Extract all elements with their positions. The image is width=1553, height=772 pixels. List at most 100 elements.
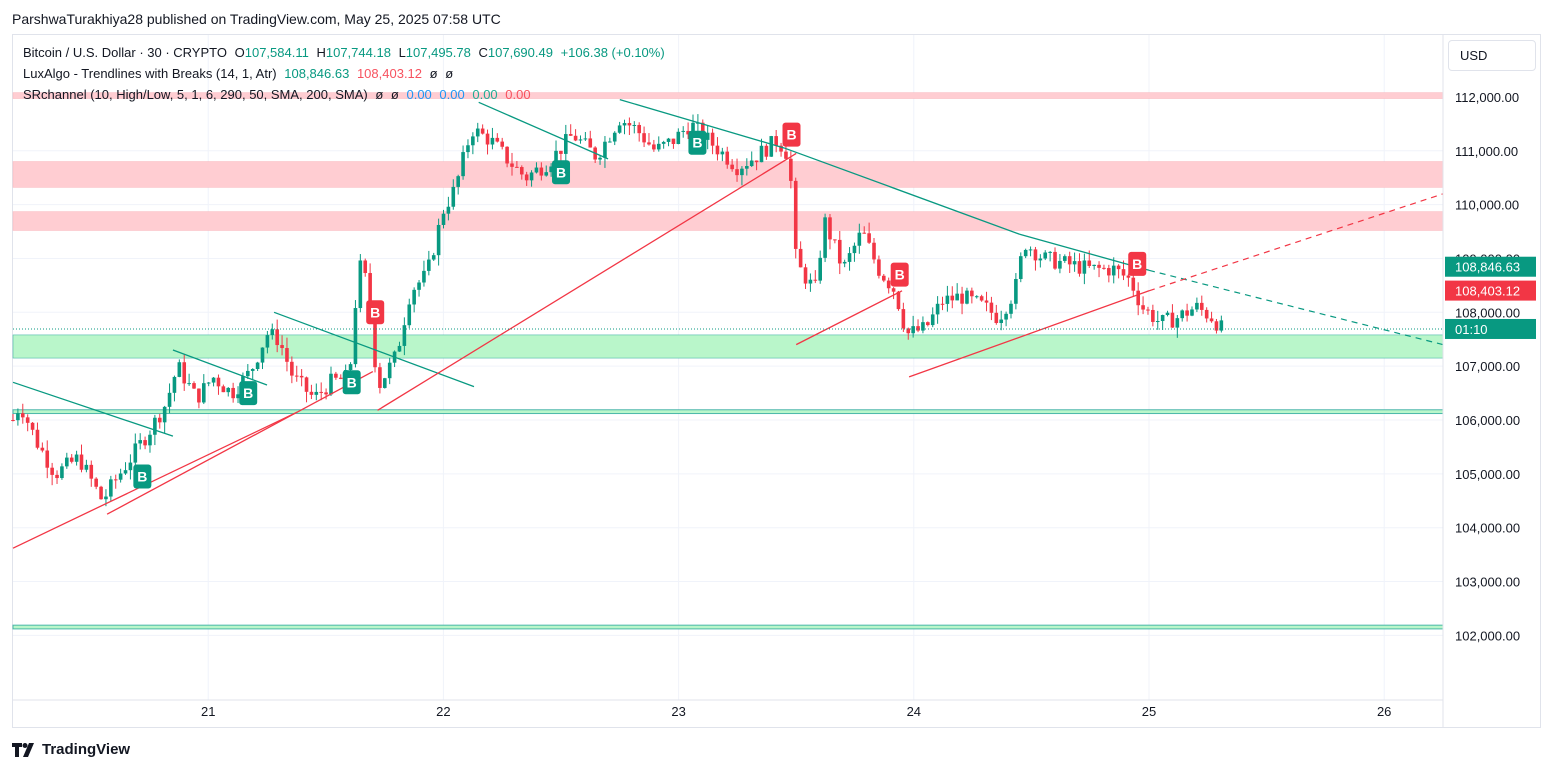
- break-marker-label: B: [556, 164, 566, 180]
- candle-body: [559, 150, 563, 154]
- candle-body: [25, 417, 30, 423]
- break-marker-label: B: [786, 127, 796, 143]
- candle-body: [852, 245, 857, 254]
- candle-body: [329, 373, 333, 395]
- candle-body: [1180, 310, 1185, 319]
- legend-high: 107,744.18: [325, 45, 391, 60]
- candle-body: [578, 139, 583, 141]
- candle-body: [769, 136, 774, 157]
- candle-body: [99, 486, 103, 500]
- upper-trendline: [1019, 233, 1150, 271]
- candle-body: [250, 369, 255, 371]
- candle-body: [89, 464, 94, 479]
- candle-body: [153, 417, 157, 435]
- candle-body: [373, 308, 377, 368]
- candle-body: [691, 122, 695, 135]
- price-axis-tick-label: 110,000.00: [1455, 198, 1519, 213]
- candle-body: [970, 290, 974, 297]
- candle-body: [74, 454, 79, 462]
- candle-body: [387, 362, 392, 379]
- candle-body: [735, 169, 739, 176]
- indicator2-name[interactable]: SRchannel (10, High/Low, 5, 1, 6, 290, 5…: [23, 87, 368, 102]
- candle-body: [1043, 252, 1048, 259]
- candle-body: [740, 168, 744, 176]
- upper-trendline: [172, 349, 268, 386]
- break-marker-badge: [133, 464, 152, 489]
- currency-selector[interactable]: USD: [1448, 40, 1536, 71]
- break-marker-badge: [782, 122, 801, 147]
- candle-body: [133, 443, 138, 463]
- candle-body: [1058, 260, 1062, 269]
- break-marker-badge: [688, 130, 707, 155]
- candle-body: [69, 457, 74, 462]
- candle-body: [617, 125, 622, 133]
- candle-body: [187, 383, 191, 385]
- candle-body: [1038, 258, 1043, 261]
- candle-body: [475, 128, 480, 137]
- candle-body: [221, 386, 226, 393]
- time-axis-tick-label: 26: [1377, 704, 1391, 719]
- candle-body: [383, 378, 387, 388]
- candle-body: [544, 172, 549, 176]
- candle-body: [182, 362, 187, 384]
- candle-body: [1131, 277, 1136, 291]
- candle-body: [299, 375, 304, 378]
- candle-body: [275, 329, 279, 346]
- tradingview-logo[interactable]: TradingView: [12, 741, 130, 758]
- break-marker-label: B: [895, 267, 905, 283]
- candle-body: [216, 377, 221, 387]
- candle-body: [510, 163, 514, 167]
- break-marker-label: B: [243, 385, 253, 401]
- candle-body: [745, 166, 749, 169]
- candle-body: [285, 348, 289, 362]
- candle-body: [671, 138, 676, 144]
- indicator2-value3: 0.00: [406, 87, 432, 102]
- lower-trendline: [12, 411, 298, 549]
- candle-body: [1107, 268, 1111, 276]
- legend-high-label: H: [316, 45, 326, 60]
- candle-body: [676, 131, 681, 144]
- legend-indicator2-row: SRchannel (10, High/Low, 5, 1, 6, 290, 5…: [23, 87, 535, 102]
- candle-body: [1209, 318, 1214, 322]
- candle-body: [823, 217, 827, 258]
- candle-body: [984, 300, 989, 303]
- candle-body: [104, 496, 108, 500]
- indicator2-value1: ø: [375, 87, 384, 102]
- candle-body: [177, 362, 182, 377]
- candle-body: [519, 167, 524, 175]
- candle-body: [363, 260, 368, 274]
- candle-body: [798, 248, 803, 268]
- candle-body: [950, 295, 955, 301]
- candle-body: [1004, 313, 1008, 320]
- candle-body: [529, 172, 534, 181]
- indicator2-value4: 0.00: [439, 87, 465, 102]
- indicator1-name[interactable]: LuxAlgo - Trendlines with Breaks (14, 1,…: [23, 66, 277, 81]
- legend-symbol[interactable]: Bitcoin / U.S. Dollar · 30 · CRYPTO: [23, 45, 227, 60]
- candle-body: [319, 391, 324, 393]
- candle-body: [965, 290, 969, 304]
- candle-body: [1190, 309, 1194, 316]
- indicator1-value1: 108,846.63: [284, 66, 350, 81]
- candle-body: [260, 347, 265, 363]
- candle-body: [407, 304, 412, 326]
- candle-body: [45, 450, 50, 468]
- candle-body: [554, 150, 558, 167]
- candle-body: [872, 242, 876, 260]
- candle-body: [612, 132, 617, 142]
- candle-body: [1018, 256, 1023, 280]
- candle-body: [1121, 269, 1126, 276]
- upper-trendline: [12, 381, 174, 437]
- candle-body: [226, 387, 231, 393]
- upper-trendline-projection: [1148, 269, 1444, 346]
- candle-body: [197, 388, 201, 403]
- candle-body: [456, 176, 460, 187]
- candle-body: [1014, 279, 1018, 304]
- bearish-break-marker: B: [890, 262, 909, 287]
- candle-body: [490, 137, 495, 145]
- candle-body: [945, 295, 950, 304]
- bullish-break-marker: B: [552, 160, 571, 185]
- candle-body: [143, 440, 147, 446]
- candle-body: [774, 136, 778, 146]
- candle-body: [1072, 261, 1077, 265]
